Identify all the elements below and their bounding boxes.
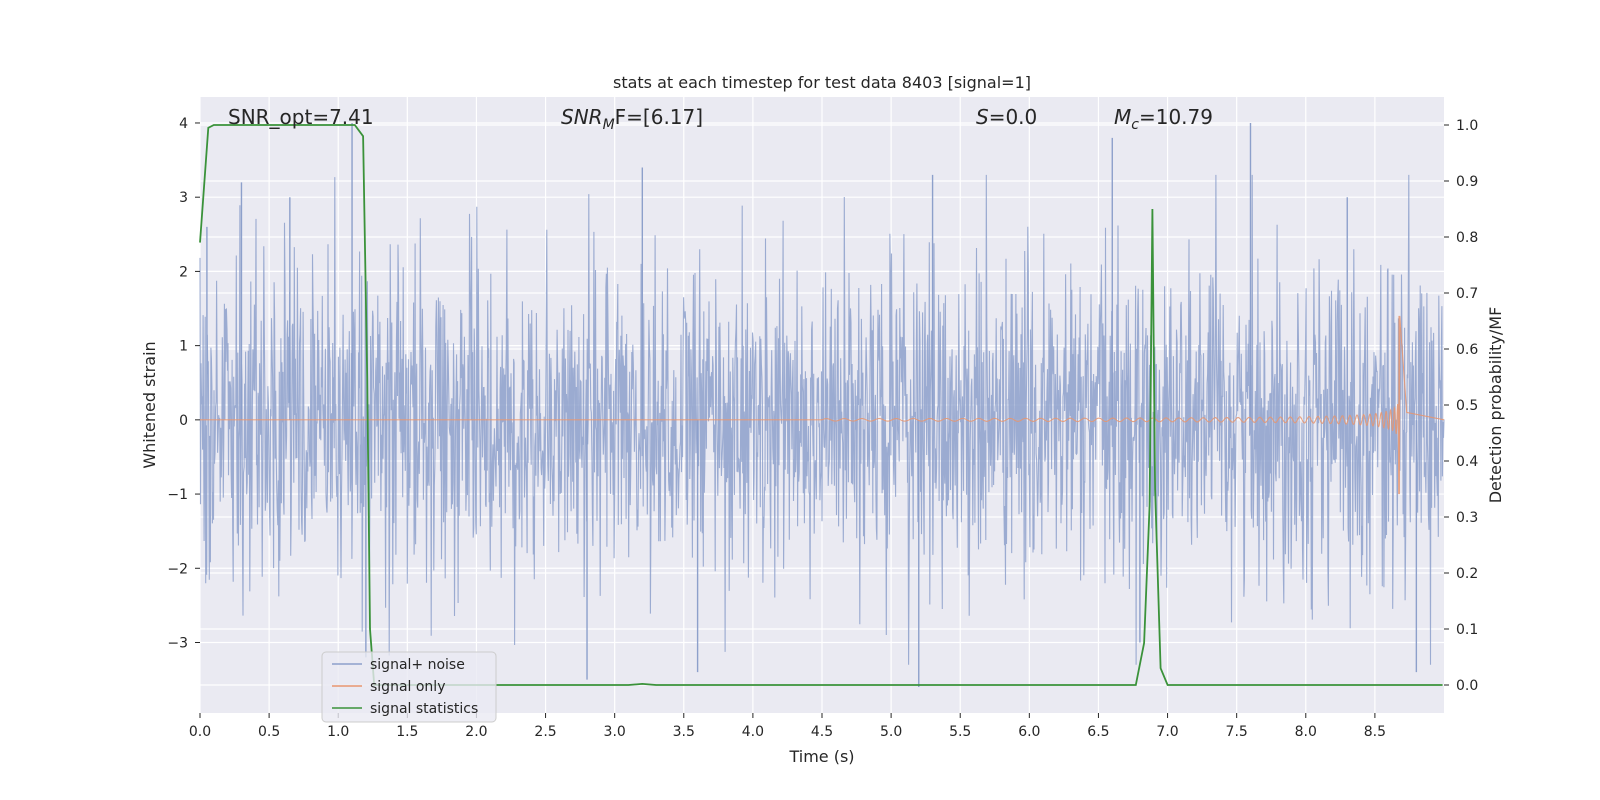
signal-only-line xyxy=(200,315,1445,495)
y-tick-label: 0 xyxy=(179,413,188,429)
y-tick-label: 4 xyxy=(179,116,188,132)
x-tick-label: 5.0 xyxy=(880,724,902,740)
signal-statistics-series xyxy=(199,124,1443,686)
x-tick-label: 5.5 xyxy=(949,724,971,740)
annotation-s: S=0.0 xyxy=(976,105,1037,129)
signal-only-series xyxy=(200,315,1445,495)
signal-noise-series xyxy=(199,122,1445,688)
signal-statistics-line xyxy=(199,124,1443,686)
y-right-tick-label: 0.0 xyxy=(1456,678,1478,694)
y-right-tick-label: 0.3 xyxy=(1456,510,1478,526)
chart-title: stats at each timestep for test data 840… xyxy=(613,73,1031,92)
x-tick-label: 6.5 xyxy=(1087,724,1109,740)
legend-label-signal-statistics: signal statistics xyxy=(370,701,478,717)
annotation-mc-sub: c xyxy=(1131,117,1139,133)
y-right-tick-label: 0.7 xyxy=(1456,286,1478,302)
y-tick-label: 2 xyxy=(179,264,188,280)
y-right-tick-label: 1.0 xyxy=(1456,118,1478,134)
annotation-snr-mf-sub: M xyxy=(603,117,615,133)
annotation-snr-mf-main: SNR xyxy=(561,105,603,129)
annotation-s-rest: =0.0 xyxy=(989,105,1038,129)
x-tick-label: 7.0 xyxy=(1156,724,1178,740)
y-axis-label: Whitened strain xyxy=(140,341,159,468)
x-tick-label: 0.5 xyxy=(258,724,280,740)
annotation-mc: Mc=10.79 xyxy=(1114,105,1213,133)
legend-label-signal-only: signal only xyxy=(370,679,445,695)
x-tick-label: 4.0 xyxy=(742,724,764,740)
legend: signal+ noise signal only signal statist… xyxy=(321,651,497,723)
signal-noise-line xyxy=(199,174,1445,665)
x-tick-label: 8.5 xyxy=(1364,724,1386,740)
legend-box xyxy=(321,651,497,723)
x-tick-label: 1.5 xyxy=(396,724,418,740)
legend-label-signal-noise: signal+ noise xyxy=(370,657,465,673)
x-tick-label: 3.5 xyxy=(673,724,695,740)
y-right-tick-label: 0.6 xyxy=(1456,342,1478,358)
y-tick-label: 3 xyxy=(179,190,188,206)
y-right-tick-label: 0.5 xyxy=(1456,398,1478,414)
y-tick-label: −3 xyxy=(167,635,188,651)
x-axis-ticks: 0.0 0.5 1.0 1.5 2.0 2.5 3.0 3.5 4.0 4.5 5.0 5.5 6.0 6… xyxy=(189,713,1386,740)
x-axis-label: Time (s) xyxy=(788,747,854,766)
y-right-axis-ticks: 0.0 0.1 0.2 0.3 0.4 0.5 0.6 0.7 0.8 0.9 1.0 xyxy=(1444,118,1478,694)
annotation-snr-mf-rest: F=[6.17] xyxy=(615,105,703,129)
annotation-snr-opt: SNR_opt=7.41 xyxy=(228,105,374,129)
y-tick-label: 1 xyxy=(179,339,188,355)
annotation-s-main: S xyxy=(976,105,989,129)
y-right-tick-label: 0.1 xyxy=(1456,622,1478,638)
y-right-tick-label: 0.9 xyxy=(1456,174,1478,190)
x-tick-label: 8.0 xyxy=(1295,724,1317,740)
x-tick-label: 3.0 xyxy=(604,724,626,740)
x-tick-label: 1.0 xyxy=(327,724,349,740)
y-right-tick-label: 0.8 xyxy=(1456,230,1478,246)
annotation-mc-main: M xyxy=(1114,105,1131,129)
x-tick-label: 2.0 xyxy=(465,724,487,740)
y-right-tick-label: 0.2 xyxy=(1456,566,1478,582)
y-right-tick-label: 0.4 xyxy=(1456,454,1478,470)
x-tick-label: 6.0 xyxy=(1018,724,1040,740)
x-tick-label: 7.5 xyxy=(1226,724,1248,740)
y-axis-ticks: −3 −2 −1 0 1 2 3 4 xyxy=(167,116,200,651)
y-tick-label: −1 xyxy=(167,487,188,503)
annotation-mc-rest: =10.79 xyxy=(1139,105,1213,129)
x-tick-label: 0.0 xyxy=(189,724,211,740)
x-tick-label: 4.5 xyxy=(811,724,833,740)
annotation-snr-mf: SNRMF=[6.17] xyxy=(561,105,703,133)
x-tick-label: 2.5 xyxy=(534,724,556,740)
y-tick-label: −2 xyxy=(167,561,188,577)
y-right-axis-label: Detection probability/MF xyxy=(1486,307,1505,504)
